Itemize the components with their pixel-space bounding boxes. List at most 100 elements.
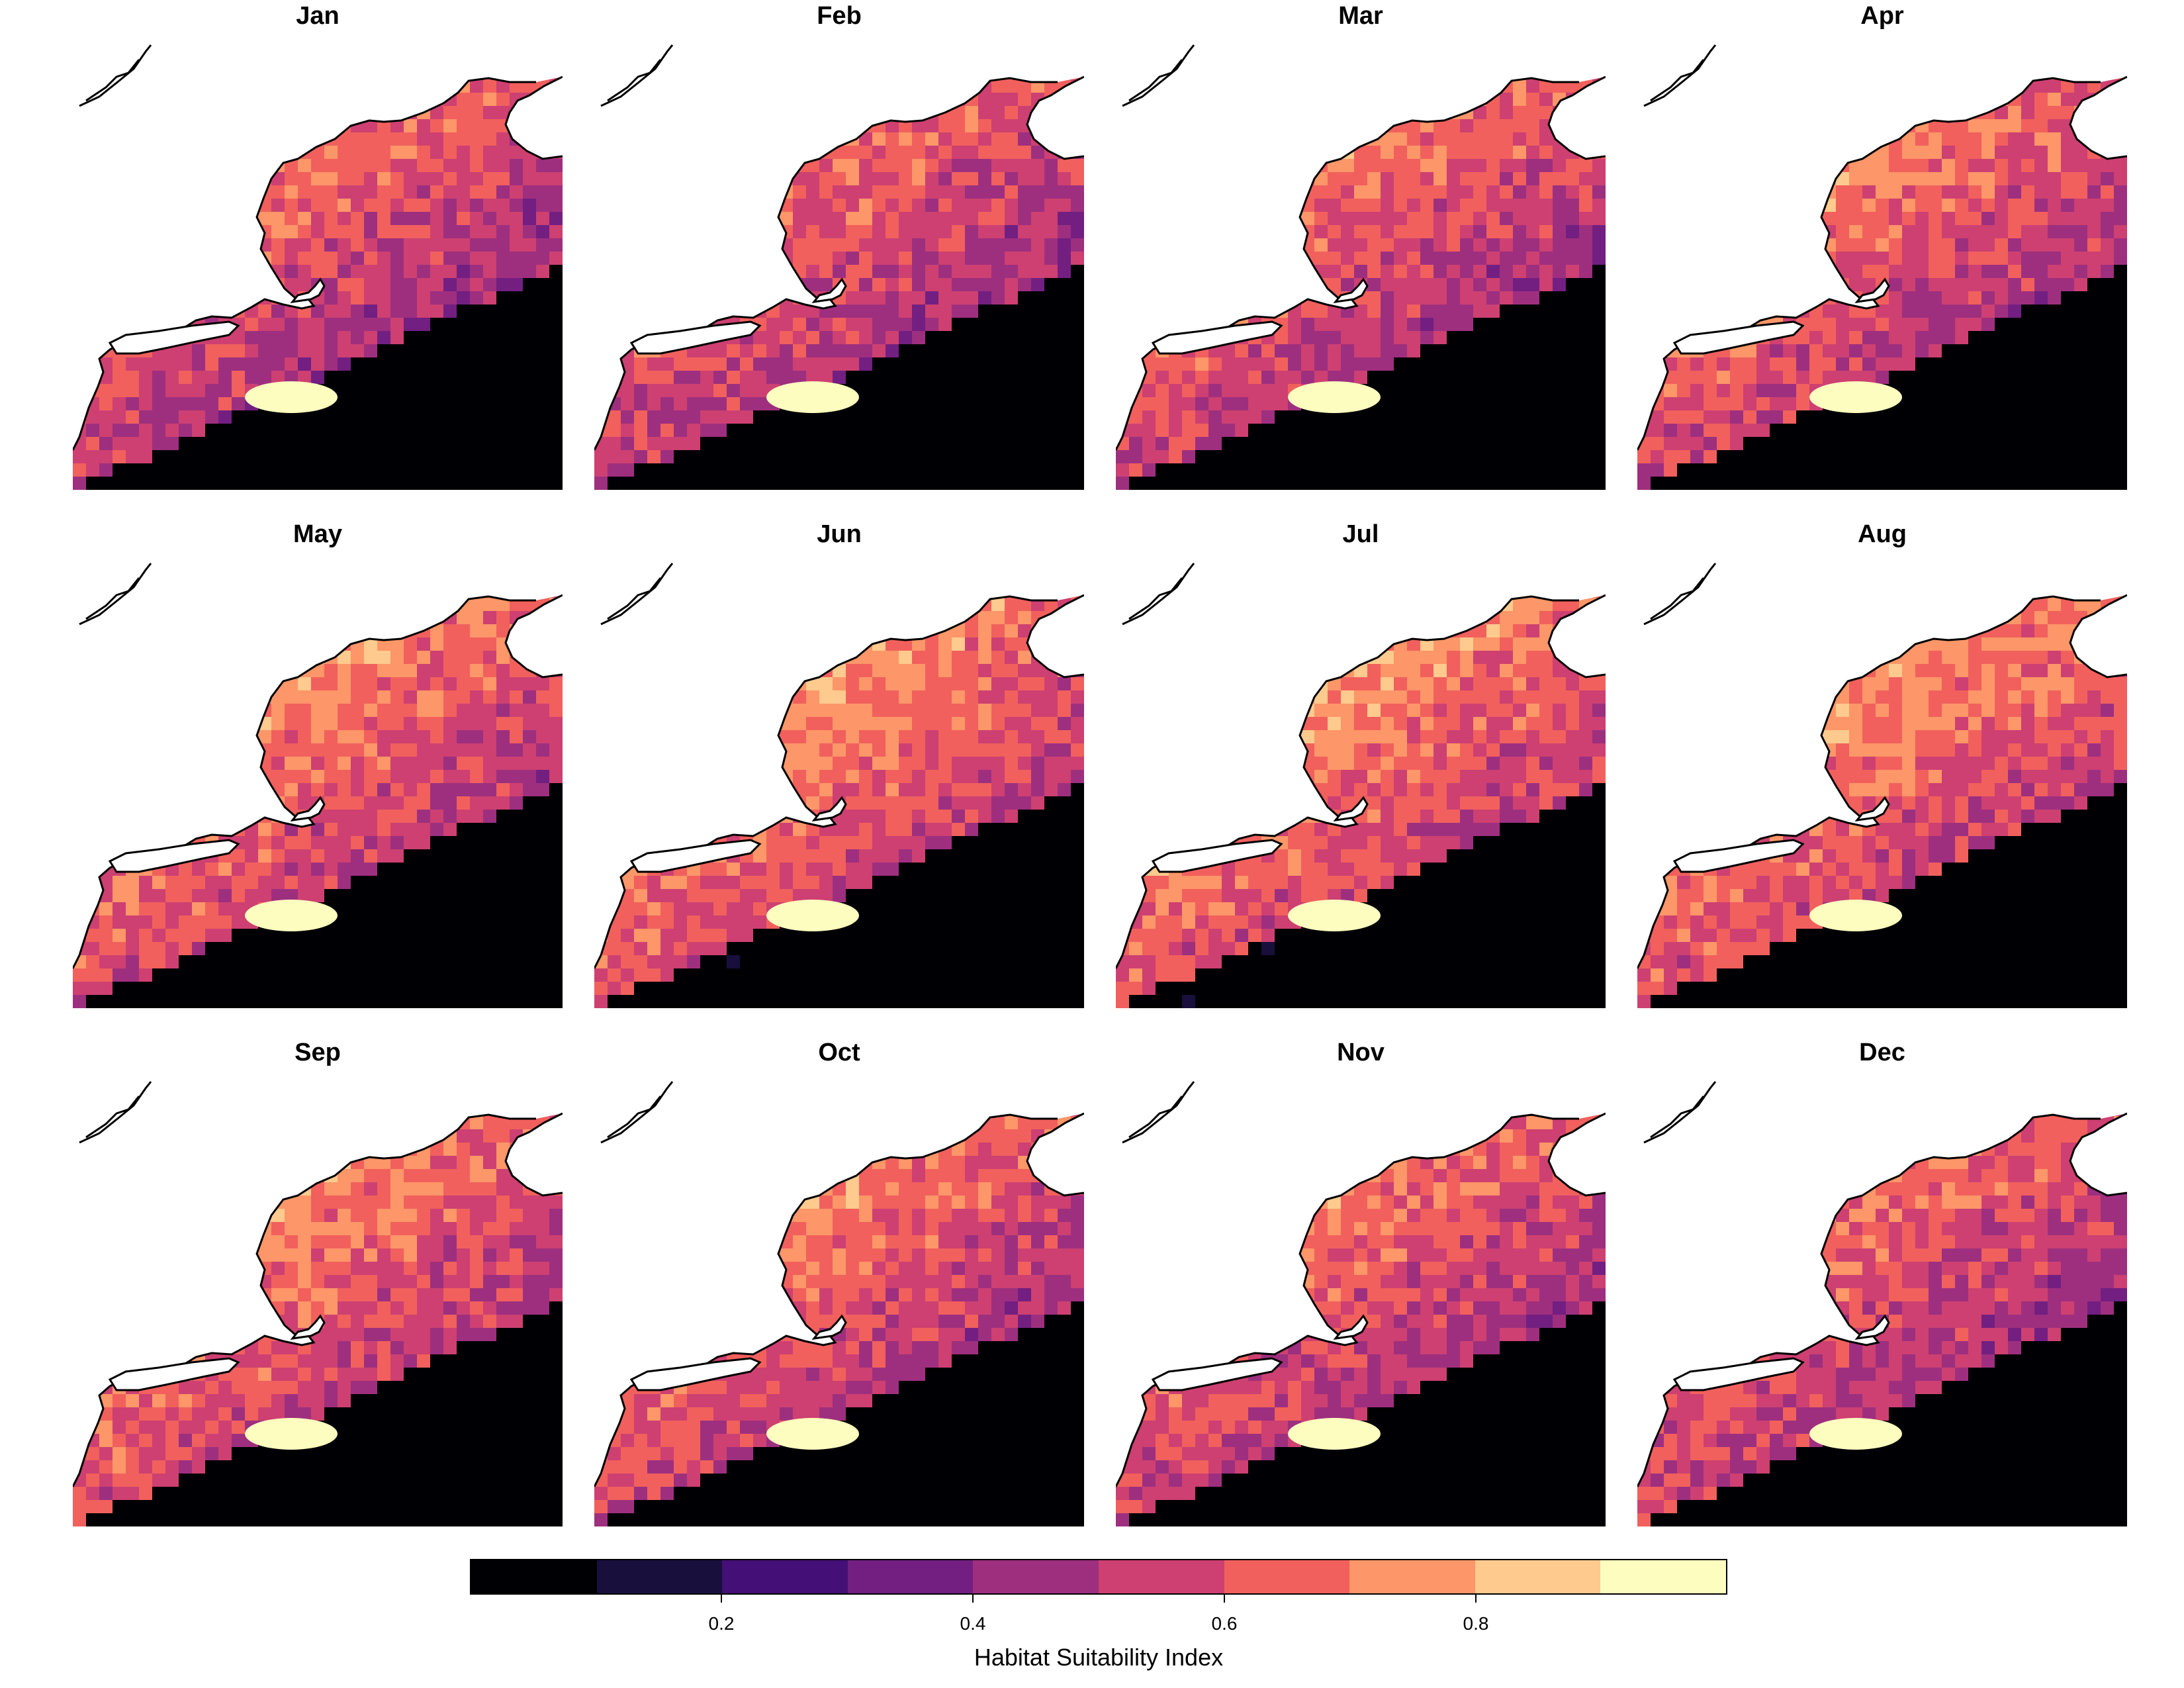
grid-cell: [2021, 305, 2034, 318]
grid-cell: [1018, 172, 1031, 185]
grid-cell: [1579, 397, 1592, 410]
grid-cell: [1862, 318, 1876, 331]
grid-cell: [1553, 146, 1566, 159]
grid-cell: [404, 410, 417, 424]
grid-cell: [833, 238, 846, 252]
grid-cell: [232, 477, 245, 490]
grid-cell: [1071, 477, 1084, 490]
grid-cell: [1929, 424, 1942, 437]
grid-cell: [271, 185, 285, 199]
grid-cell: [2008, 318, 2021, 331]
grid-cell: [457, 463, 470, 477]
grid-cell: [1929, 238, 1942, 252]
grid-cell: [1981, 344, 1995, 357]
grid-cell: [2021, 278, 2034, 291]
grid-cell: [1955, 146, 1968, 159]
grid-cell: [965, 305, 978, 318]
grid-cell: [1071, 410, 1084, 424]
grid-cell: [1433, 159, 1447, 172]
grid-cell: [952, 106, 965, 119]
grid-cell: [1743, 384, 1756, 397]
grid-cell: [1796, 410, 1809, 424]
grid-cell: [912, 238, 925, 252]
grid-cell: [740, 397, 753, 410]
grid-cell: [1730, 410, 1743, 424]
grid-cell: [1704, 410, 1717, 424]
grid-cell: [634, 384, 647, 397]
grid-cell: [1902, 331, 1915, 344]
grid-cell: [338, 371, 351, 384]
grid-cell: [1486, 424, 1500, 437]
grid-cell: [753, 477, 766, 490]
grid-cell: [510, 291, 523, 305]
grid-cell: [1823, 318, 1836, 331]
grid-cell: [1071, 424, 1084, 437]
grid-cell: [1433, 185, 1447, 199]
grid-cell: [912, 410, 925, 424]
grid-cell: [1288, 318, 1301, 331]
grid-cell: [978, 384, 991, 397]
grid-cell: [324, 371, 338, 384]
grid-cell: [965, 212, 978, 225]
grid-cell: [1942, 252, 1955, 265]
grid-cell: [1235, 463, 1248, 477]
grid-cell: [608, 477, 621, 490]
grid-cell: [1823, 410, 1836, 424]
grid-cell: [1995, 318, 2008, 331]
grid-cell: [338, 199, 351, 212]
grid-cell: [1526, 410, 1539, 424]
grid-cell: [952, 238, 965, 252]
grid-cell: [377, 212, 390, 225]
grid-cell: [1929, 252, 1942, 265]
grid-cell: [886, 265, 899, 278]
grid-cell: [510, 225, 523, 238]
grid-cell: [1677, 463, 1690, 477]
grid-cell: [1169, 371, 1182, 384]
grid-cell: [510, 185, 523, 199]
grid-cell: [1849, 225, 1862, 238]
grid-cell: [1433, 305, 1447, 318]
high-suitability-patch: [766, 381, 859, 413]
grid-cell: [991, 344, 1005, 357]
grid-cell: [991, 238, 1005, 252]
grid-cell: [1889, 172, 1902, 185]
grid-cell: [1058, 437, 1071, 450]
grid-cell: [2061, 106, 2074, 119]
grid-cell: [2034, 331, 2048, 344]
grid-cell: [938, 384, 952, 397]
grid-cell: [819, 318, 833, 331]
grid-cell: [390, 212, 404, 225]
grid-cell: [1460, 199, 1473, 212]
grid-cell: [192, 371, 205, 384]
grid-cell: [1460, 132, 1473, 146]
grid-cell: [833, 410, 846, 424]
grid-cell: [1526, 199, 1539, 212]
grid-cell: [1447, 450, 1460, 463]
grid-cell: [2008, 384, 2021, 397]
grid-cell: [1592, 265, 1606, 278]
grid-cell: [991, 437, 1005, 450]
grid-cell: [872, 212, 886, 225]
grid-cell: [1929, 344, 1942, 357]
grid-cell: [1071, 357, 1084, 371]
grid-cell: [1539, 410, 1553, 424]
grid-cell: [1500, 172, 1513, 185]
grid-cell: [298, 410, 311, 424]
grid-cell: [311, 331, 324, 344]
grid-cell: [859, 371, 872, 384]
grid-cell: [700, 410, 713, 424]
grid-cell: [338, 291, 351, 305]
suitability-grid: [1116, 40, 1606, 490]
grid-cell: [1420, 278, 1433, 291]
grid-cell: [165, 410, 179, 424]
grid-cell: [311, 252, 324, 265]
grid-cell: [952, 199, 965, 212]
grid-cell: [1018, 344, 1031, 357]
grid-cell: [99, 384, 113, 397]
grid-cell: [1460, 397, 1473, 410]
grid-cell: [73, 477, 86, 490]
grid-cell: [1486, 185, 1500, 199]
grid-cell: [536, 225, 549, 238]
grid-cell: [912, 199, 925, 212]
grid-cell: [1770, 357, 1783, 371]
